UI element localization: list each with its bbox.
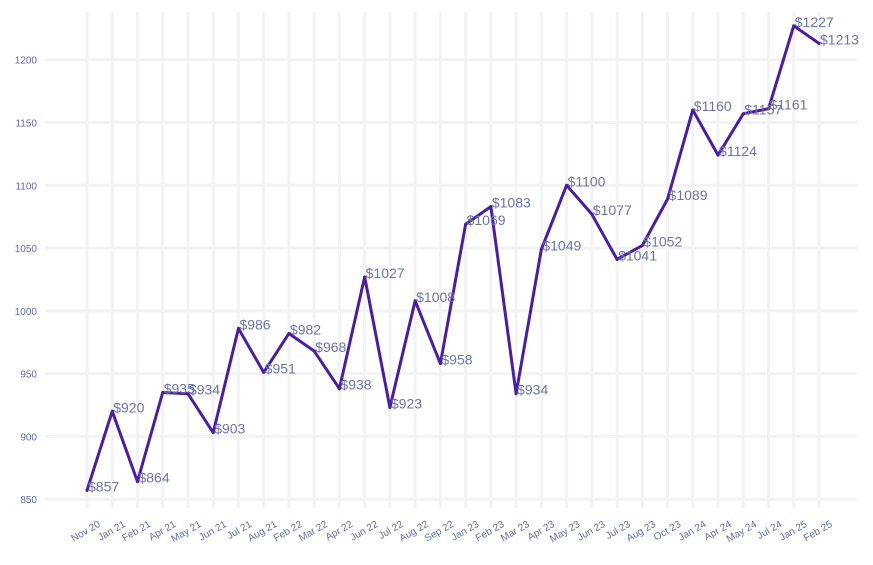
data-label: $1041 bbox=[618, 247, 657, 263]
y-tick-label: 1200 bbox=[15, 56, 38, 67]
data-point bbox=[161, 390, 165, 394]
data-point bbox=[539, 247, 543, 251]
data-label: $986 bbox=[239, 316, 270, 332]
data-point bbox=[514, 392, 518, 396]
data-point bbox=[464, 222, 468, 226]
data-label: $1077 bbox=[593, 202, 632, 218]
y-tick-label: 850 bbox=[20, 495, 37, 506]
x-tick-label: Oct 23 bbox=[652, 519, 683, 543]
x-tick-label: Feb 21 bbox=[121, 519, 154, 544]
data-label: $903 bbox=[214, 421, 245, 437]
y-tick-label: 1000 bbox=[15, 307, 38, 318]
data-point bbox=[363, 275, 367, 279]
x-tick-label: Feb 25 bbox=[802, 519, 835, 544]
data-label: $1100 bbox=[568, 173, 606, 189]
series-line bbox=[85, 24, 821, 492]
data-label: $934 bbox=[189, 382, 220, 398]
x-tick-label: Nov 20 bbox=[70, 519, 103, 545]
data-point bbox=[287, 331, 291, 335]
data-label: $935 bbox=[164, 380, 195, 396]
x-tick-label: Mar 22 bbox=[297, 519, 330, 544]
data-label: $1213 bbox=[820, 31, 859, 47]
data-point bbox=[337, 387, 341, 391]
data-point bbox=[262, 370, 266, 374]
y-tick-label: 1100 bbox=[15, 181, 37, 192]
data-label: $934 bbox=[517, 382, 548, 398]
data-point bbox=[388, 406, 392, 410]
gridlines bbox=[45, 12, 857, 508]
y-tick-label: 900 bbox=[20, 432, 37, 443]
y-tick-label: 1150 bbox=[15, 119, 37, 130]
data-label: $958 bbox=[441, 352, 472, 368]
x-tick-label: Jun 23 bbox=[576, 519, 608, 544]
data-label: $864 bbox=[138, 470, 169, 486]
data-label: $1083 bbox=[492, 195, 531, 211]
data-label: $857 bbox=[88, 478, 119, 494]
y-tick-label: 950 bbox=[20, 370, 37, 381]
data-label: $1049 bbox=[542, 237, 581, 253]
data-point bbox=[438, 362, 442, 366]
data-label: $1027 bbox=[366, 265, 405, 281]
data-point bbox=[489, 205, 493, 209]
y-tick-label: 1050 bbox=[15, 244, 38, 255]
data-label: $982 bbox=[290, 321, 321, 337]
x-tick-label: Jan 24 bbox=[677, 519, 709, 544]
data-point bbox=[716, 153, 720, 157]
data-label: $938 bbox=[340, 377, 371, 393]
x-tick-label: Mar 23 bbox=[499, 519, 532, 544]
x-tick-label: Aug 23 bbox=[625, 519, 658, 545]
data-point bbox=[741, 112, 745, 116]
data-label: $951 bbox=[265, 360, 296, 376]
y-axis-ticks: 850 900 950 1000 1050 1100 1150 1200 bbox=[15, 56, 38, 506]
data-label: $1227 bbox=[795, 14, 834, 30]
data-point bbox=[85, 488, 89, 492]
x-tick-label: Sep 22 bbox=[423, 519, 456, 545]
data-point bbox=[312, 349, 316, 353]
data-label: $1161 bbox=[770, 97, 808, 113]
data-point bbox=[615, 257, 619, 261]
x-tick-label: Apr 22 bbox=[324, 519, 355, 543]
data-label: $1069 bbox=[467, 212, 506, 228]
data-point bbox=[236, 326, 240, 330]
data-point bbox=[640, 244, 644, 248]
data-point bbox=[565, 183, 569, 187]
data-point bbox=[691, 108, 695, 112]
data-label: $923 bbox=[391, 396, 422, 412]
data-point bbox=[792, 24, 796, 28]
data-point bbox=[817, 41, 821, 45]
data-label: $968 bbox=[315, 339, 346, 355]
data-point bbox=[110, 409, 114, 413]
data-point bbox=[135, 480, 139, 484]
x-tick-label: Jun 21 bbox=[197, 519, 229, 544]
x-tick-label: Jun 22 bbox=[349, 519, 381, 544]
data-point bbox=[186, 392, 190, 396]
data-label: $920 bbox=[113, 399, 144, 415]
data-labels: $857$920$864$935$934$903$986$951$982$968… bbox=[85, 14, 859, 494]
data-point bbox=[666, 197, 670, 201]
data-point bbox=[413, 299, 417, 303]
data-label: $1089 bbox=[669, 187, 708, 203]
data-label: $1124 bbox=[719, 143, 757, 159]
data-point bbox=[211, 431, 215, 435]
data-label: $1008 bbox=[416, 289, 455, 305]
data-label: $1157 bbox=[744, 102, 782, 118]
data-label: $1160 bbox=[694, 98, 732, 114]
data-label: $1052 bbox=[643, 234, 682, 250]
data-point bbox=[767, 107, 771, 111]
data-point bbox=[590, 212, 594, 216]
